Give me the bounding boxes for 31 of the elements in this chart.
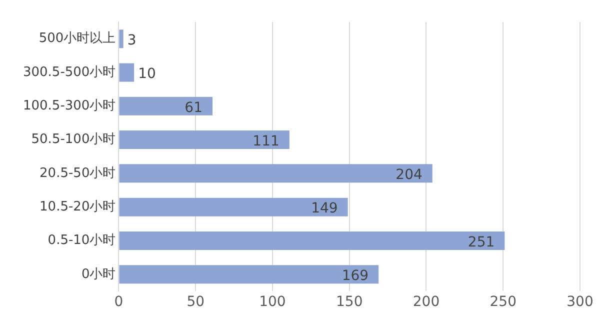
x-tick-label: 0 [114,294,124,310]
y-tick-label: 10.5-20小时 [40,199,116,214]
x-tick-label: 250 [490,294,516,310]
data-label: 61 [184,100,203,116]
x-tick-label: 50 [186,294,205,310]
y-tick-label: 300.5-500小时 [22,64,116,80]
bar [119,63,134,82]
y-tick-label: 500小时以上 [38,31,116,46]
bar [119,231,505,250]
bar [119,30,124,48]
x-tick-label: 300 [566,294,594,310]
bar [119,130,290,150]
x-tick-label: 200 [412,294,440,310]
bar [119,164,432,183]
y-tick-label: 100.5-300小时 [22,98,116,114]
data-label: 204 [396,167,422,184]
bar [119,198,348,216]
data-label: 3 [127,32,136,48]
y-tick-label: 20.5-50小时 [40,166,116,181]
y-tick-label: 0.5-10小时 [48,233,116,248]
data-label: 251 [468,234,495,250]
data-label: 149 [311,200,338,217]
y-tick-label: 50.5-100小时 [31,132,116,148]
x-tick-label: 150 [336,294,363,310]
x-tick-label: 100 [259,294,286,310]
data-label: 169 [342,268,369,284]
y-tick-label: 0小时 [81,266,116,282]
data-label: 10 [138,66,156,82]
bar [119,265,379,284]
bar [119,96,213,116]
data-label: 111 [252,133,280,150]
